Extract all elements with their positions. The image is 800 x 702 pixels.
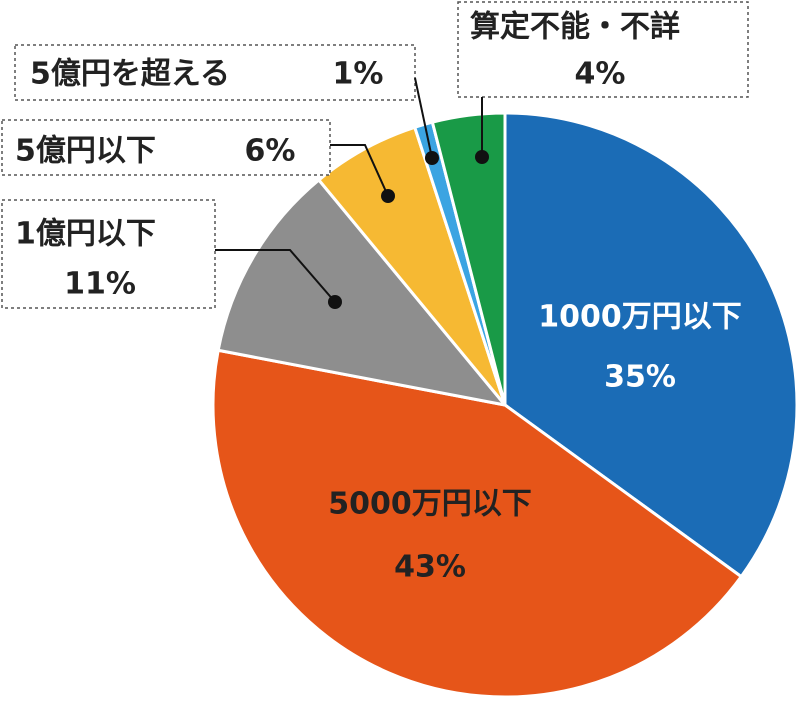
value-label: 11% xyxy=(64,267,136,302)
value-label: 4% xyxy=(575,57,626,92)
value-label: 6% xyxy=(245,134,296,169)
leader-dot xyxy=(475,150,489,164)
label-box xyxy=(1,119,331,176)
leader-line xyxy=(330,144,389,197)
label-box xyxy=(457,1,749,98)
leader-dot xyxy=(425,151,439,165)
pie-slice xyxy=(216,177,509,408)
slice-label: 1億円以下 xyxy=(15,217,156,252)
leader-line xyxy=(215,249,336,303)
leader-dot xyxy=(328,295,342,309)
leader-line xyxy=(414,77,433,159)
pie-slice xyxy=(211,348,744,699)
slice-label: 算定不能・不詳 xyxy=(470,10,680,45)
slice-label: 5億円を超える xyxy=(30,57,230,92)
slice-label: 5億円以下 xyxy=(15,134,156,169)
pie-slice xyxy=(430,111,507,406)
pie-slice xyxy=(503,111,799,579)
value-label: 35% xyxy=(604,360,676,395)
slice-label: 5000万円以下 xyxy=(328,487,532,522)
leader-dot xyxy=(381,189,395,203)
label-box xyxy=(14,44,416,101)
label-box xyxy=(1,199,216,309)
slice-label: 1000万円以下 xyxy=(538,300,742,335)
value-label: 43% xyxy=(394,550,466,585)
value-label: 1% xyxy=(333,57,384,92)
